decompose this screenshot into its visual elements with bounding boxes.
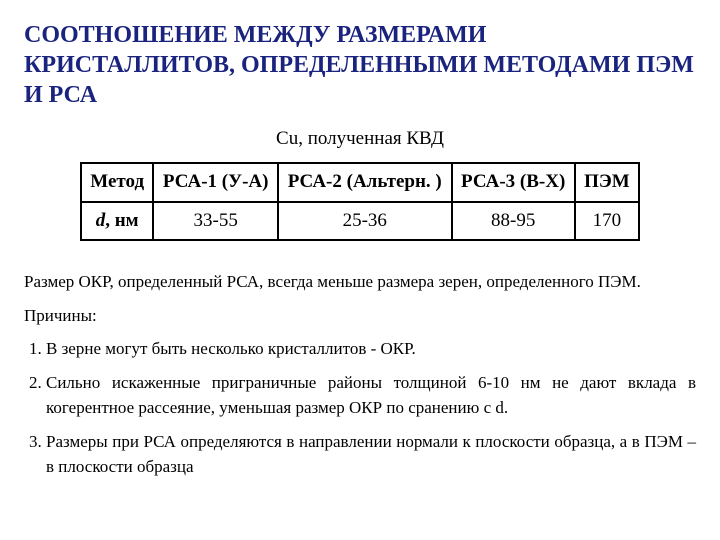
page-title: СООТНОШЕНИЕ МЕЖДУ РАЗМЕРАМИ КРИСТАЛЛИТОВ… xyxy=(24,20,696,110)
reasons-list: В зерне могут быть несколько кристаллито… xyxy=(24,336,696,480)
col-header-2: РСА-2 (Альтерн. ) xyxy=(278,163,452,202)
table-header-row: Метод РСА-1 (У-А) РСА-2 (Альтерн. ) РСА-… xyxy=(81,163,639,202)
summary-paragraph: Размер ОКР, определенный РСА, всегда мен… xyxy=(24,269,696,295)
table-caption: Cu, полученная КВД xyxy=(24,128,696,150)
row-label: d, нм xyxy=(81,202,153,241)
table-data-row: d, нм 33-55 25-36 88-95 170 xyxy=(81,202,639,241)
col-header-0: Метод xyxy=(81,163,153,202)
reasons-label: Причины: xyxy=(24,303,696,329)
list-item: В зерне могут быть несколько кристаллито… xyxy=(46,336,696,362)
page: СООТНОШЕНИЕ МЕЖДУ РАЗМЕРАМИ КРИСТАЛЛИТОВ… xyxy=(0,0,720,508)
cell-3: 170 xyxy=(575,202,639,241)
data-table: Метод РСА-1 (У-А) РСА-2 (Альтерн. ) РСА-… xyxy=(80,162,640,241)
col-header-4: ПЭМ xyxy=(575,163,639,202)
col-header-3: РСА-3 (В-Х) xyxy=(452,163,575,202)
list-item: Размеры при РСА определяются в направлен… xyxy=(46,429,696,480)
cell-0: 33-55 xyxy=(153,202,278,241)
cell-1: 25-36 xyxy=(278,202,452,241)
col-header-1: РСА-1 (У-А) xyxy=(153,163,278,202)
list-item: Сильно искаженные приграничные районы то… xyxy=(46,370,696,421)
cell-2: 88-95 xyxy=(452,202,575,241)
